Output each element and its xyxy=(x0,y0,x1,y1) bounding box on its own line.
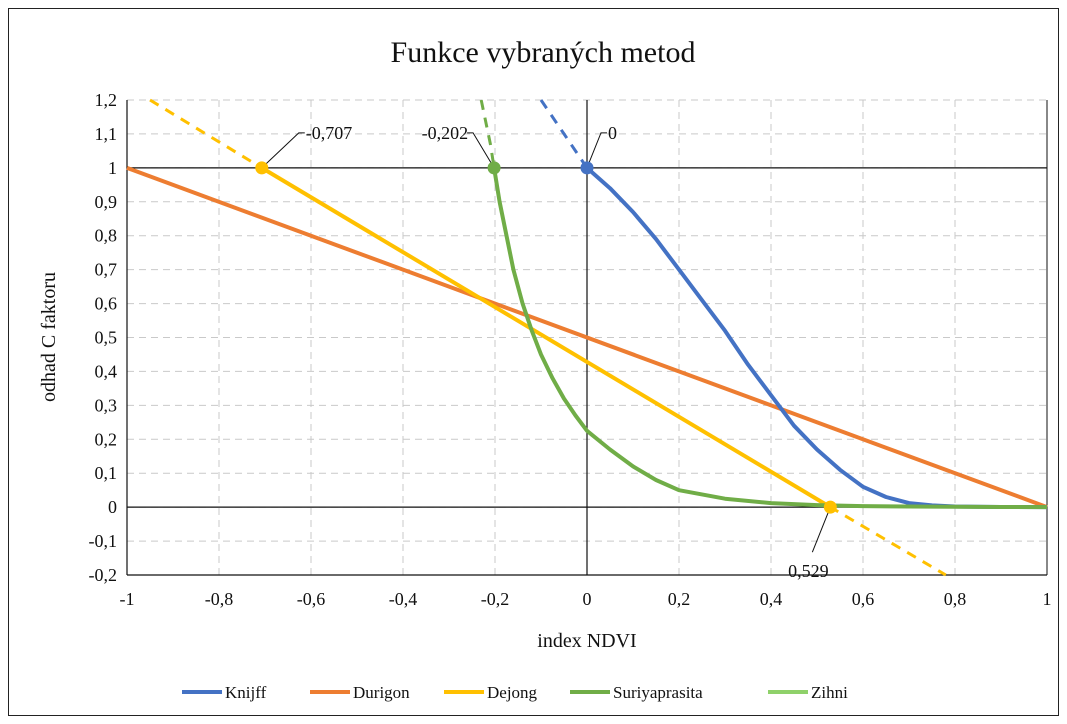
y-tick-label: 0,7 xyxy=(95,260,118,280)
legend-label-suriyaprasita: Suriyaprasita xyxy=(613,683,703,702)
y-tick-label: 1,2 xyxy=(95,90,118,110)
y-tick-label: 0 xyxy=(108,497,117,517)
y-tick-labels: -0,2 -0,1 0 0,1 0,2 0,3 0,4 0,5 0,6 0,7 0,8 0,9 1 1,1… xyxy=(89,90,118,585)
x-tick-labels: -1 -0,8 -0,6 -0,4 -0,2 0 0,2 0,4 0,6 0,8 1 xyxy=(120,589,1052,609)
annotation-label: 0 xyxy=(608,123,617,143)
legend-label-durigon: Durigon xyxy=(353,683,410,702)
x-axis-title: index NDVI xyxy=(537,630,636,652)
legend-label-knijff: Knijff xyxy=(225,683,267,702)
y-tick-label: 0,5 xyxy=(95,328,118,348)
legend-label-zihni: Zihni xyxy=(811,683,848,702)
annotation-marker xyxy=(580,161,594,175)
y-tick-label: 0,9 xyxy=(95,192,118,212)
series-suriyaprasita-dashed-line xyxy=(479,99,496,169)
y-tick-label: 0,3 xyxy=(95,395,118,415)
x-tick-label: -1 xyxy=(120,589,135,609)
x-tick-label: 0,2 xyxy=(668,589,691,609)
y-tick-label: 0,4 xyxy=(95,361,118,381)
series-durigon-line xyxy=(126,166,1048,509)
annotation-label: 0,529 xyxy=(788,561,829,581)
x-tick-label: 0 xyxy=(583,589,592,609)
x-tick-label: -0,8 xyxy=(205,589,234,609)
x-tick-label: -0,4 xyxy=(389,589,418,609)
chart-title: Funkce vybraných metod xyxy=(391,36,696,69)
x-tick-label: -0,2 xyxy=(481,589,510,609)
chart-legend: Knijff Durigon Dejong Suriyaprasita Zihni xyxy=(182,683,848,702)
x-tick-label: 1 xyxy=(1043,589,1052,609)
x-tick-label: -0,6 xyxy=(297,589,326,609)
series-knijff-dashed-line xyxy=(539,99,589,169)
y-tick-label: -0,2 xyxy=(89,565,118,585)
x-tick-label: 0,4 xyxy=(760,589,783,609)
chart-annotations: -0,707 -0,202 0 0,529 xyxy=(255,123,837,581)
series-dejong-line xyxy=(260,166,832,509)
y-tick-label: 1 xyxy=(108,158,117,178)
annotation-label: -0,707 xyxy=(306,123,353,143)
legend-label-dejong: Dejong xyxy=(487,683,538,702)
series-suriyaprasita-line xyxy=(492,167,1048,510)
y-tick-label: -0,1 xyxy=(89,531,118,551)
y-tick-label: 1,1 xyxy=(95,124,118,144)
annotation-marker xyxy=(255,161,269,175)
y-tick-label: 0,1 xyxy=(95,463,118,483)
x-tick-label: 0,6 xyxy=(852,589,875,609)
annotation-label: -0,202 xyxy=(422,123,469,143)
chart-series xyxy=(126,98,1048,577)
x-tick-label: 0,8 xyxy=(944,589,967,609)
annotation-leader-line xyxy=(811,506,831,553)
annotation-leader-line xyxy=(467,132,495,169)
annotation-leader-line xyxy=(586,132,607,169)
annotation-marker xyxy=(487,161,501,175)
y-tick-label: 0,6 xyxy=(95,294,118,314)
y-tick-label: 0,8 xyxy=(95,226,118,246)
y-axis-title: odhad C faktoru xyxy=(38,272,60,402)
y-tick-label: 0,2 xyxy=(95,429,118,449)
annotation-marker xyxy=(823,500,837,514)
chart-frame xyxy=(8,8,1059,716)
annotation-leader-line xyxy=(261,132,305,169)
